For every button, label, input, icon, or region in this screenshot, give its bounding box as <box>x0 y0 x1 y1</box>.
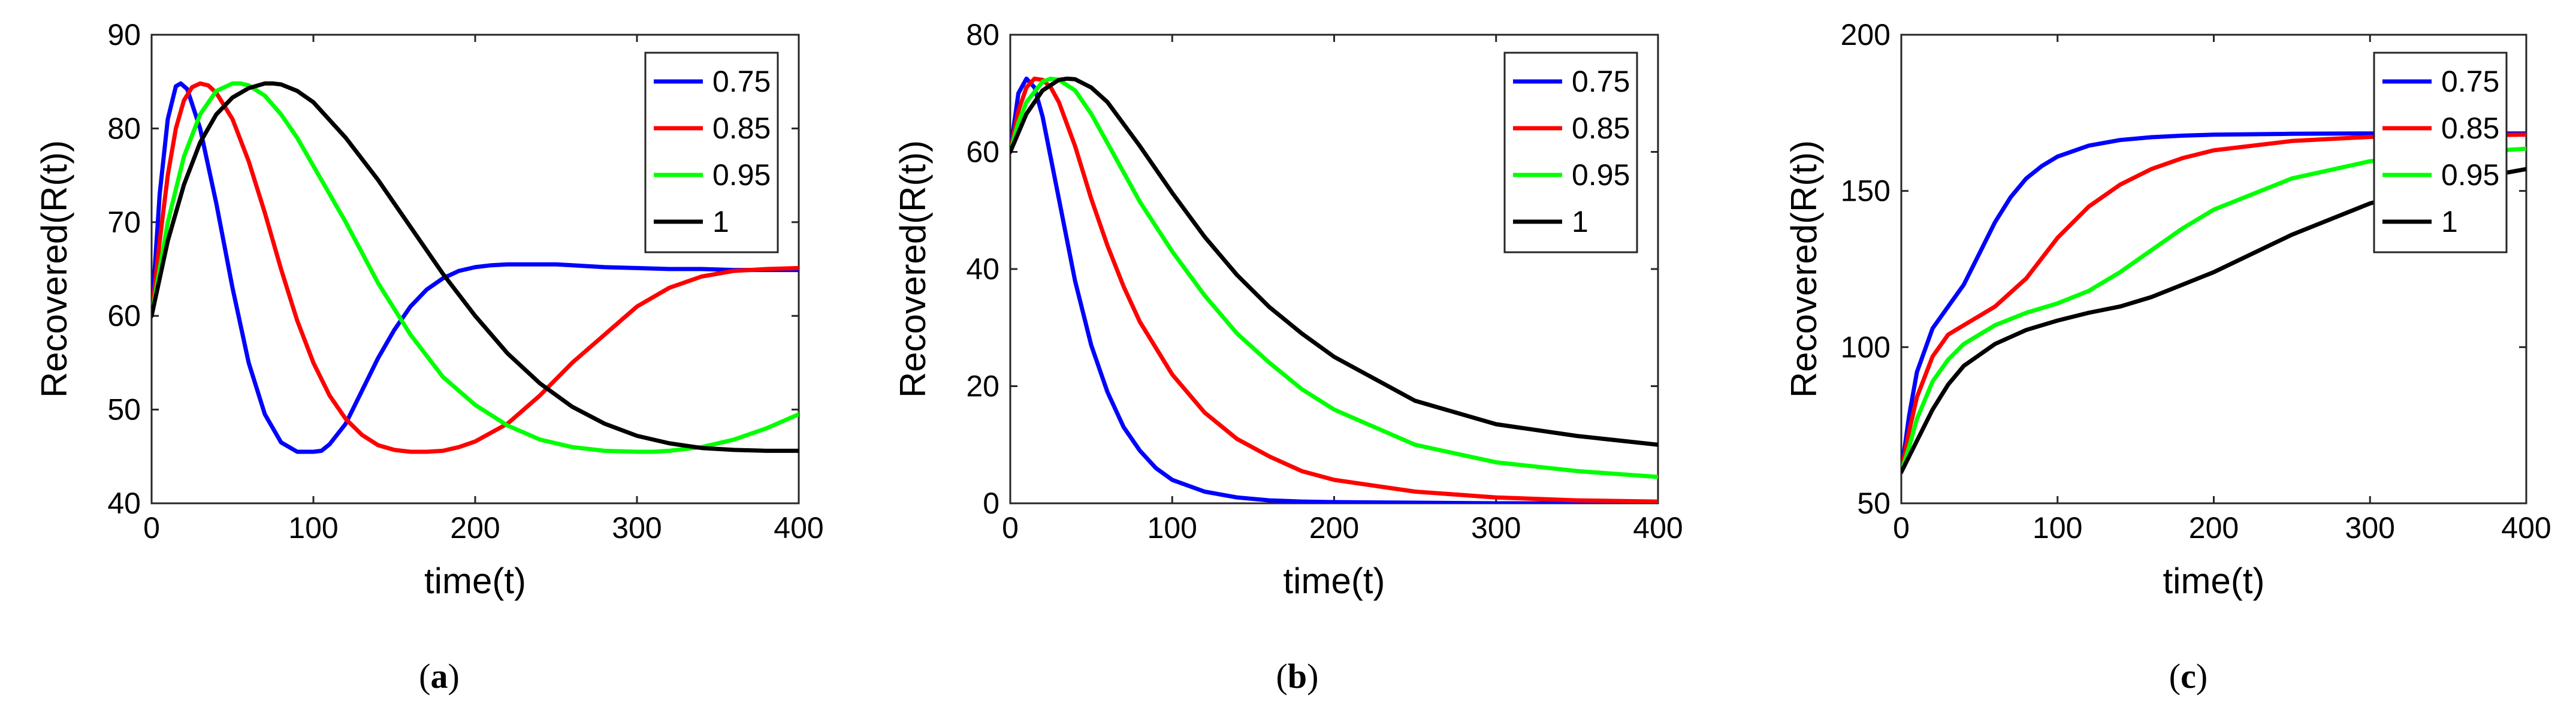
legend-box <box>2373 52 2508 253</box>
caption-paren-open: ( <box>2169 657 2181 696</box>
x-tick-label: 100 <box>2033 511 2082 545</box>
y-tick-label: 40 <box>966 252 999 286</box>
x-tick-label: 200 <box>2189 511 2239 545</box>
y-axis-label: Recovered(R(t)) <box>1784 140 1824 398</box>
legend-label: 0.75 <box>712 65 771 98</box>
series-line-0.85 <box>152 81 799 454</box>
x-tick-label: 200 <box>1309 511 1359 545</box>
caption-letter: c <box>2181 657 2196 696</box>
x-tick-label: 200 <box>450 511 500 545</box>
caption-paren-close: ) <box>448 657 460 696</box>
panel-a: 0 100 200 300 400 40 50 60 70 80 90 time(t) Recovere… <box>34 18 824 696</box>
y-axis-label: Recovered(R(t)) <box>893 140 933 398</box>
legend-label: 0.95 <box>712 158 771 192</box>
series-line-0.75 <box>1901 131 2526 475</box>
x-tick-label: 400 <box>2501 511 2551 545</box>
x-axis-label: time(t) <box>1284 561 1385 601</box>
caption-paren-close: ) <box>2196 657 2207 696</box>
y-tick-label: 150 <box>1841 174 1891 208</box>
series-line-0.95 <box>1901 146 2526 475</box>
y-tick-label: 0 <box>983 487 999 520</box>
x-tick-label: 100 <box>288 511 338 545</box>
caption-letter: b <box>1288 657 1307 696</box>
series-line-1 <box>152 81 799 453</box>
panel-c: 0 100 200 300 400 50 100 150 200 time(t) Recovered… <box>1784 18 2551 696</box>
x-tick-label: 300 <box>612 511 662 545</box>
legend-label: 0.75 <box>1572 65 1630 98</box>
y-tick-label: 20 <box>966 370 999 403</box>
legend-label: 0.95 <box>1572 158 1630 192</box>
legend-label: 1 <box>712 205 729 238</box>
caption-paren-open: ( <box>419 657 430 696</box>
legend-label: 0.85 <box>2441 111 2499 145</box>
y-tick-label: 100 <box>1841 330 1891 364</box>
legend-label: 1 <box>2441 205 2458 238</box>
series-line-0.85 <box>1901 132 2526 475</box>
caption-paren-open: ( <box>1276 657 1288 696</box>
y-tick-label: 80 <box>966 18 999 52</box>
panel-b: 0 100 200 300 400 0 20 40 60 80 time(t) Recovered(R… <box>893 18 1683 696</box>
series-line-0.75 <box>1010 76 1658 503</box>
y-tick-label: 50 <box>107 393 141 427</box>
panel-caption: (c) <box>2169 657 2207 696</box>
y-tick-label: 60 <box>107 299 141 333</box>
series-line-0.95 <box>152 81 799 454</box>
y-tick-label: 70 <box>107 206 141 239</box>
series-line-1 <box>1010 76 1658 447</box>
x-tick-label: 0 <box>143 511 160 545</box>
x-tick-label: 0 <box>1002 511 1019 545</box>
x-tick-label: 400 <box>1633 511 1683 545</box>
legend-box <box>644 52 779 253</box>
legend-box <box>1503 52 1638 253</box>
x-tick-label: 400 <box>774 511 823 545</box>
legend-label: 0.85 <box>712 111 771 145</box>
legend-label: 1 <box>1572 205 1589 238</box>
y-tick-label: 50 <box>1857 487 1891 520</box>
y-tick-label: 40 <box>107 487 141 520</box>
legend-label: 0.85 <box>1572 111 1630 145</box>
panel-caption: (a) <box>419 657 460 696</box>
x-tick-label: 300 <box>1471 511 1521 545</box>
series-line-1 <box>1901 167 2526 475</box>
x-tick-label: 0 <box>1893 511 1910 545</box>
y-tick-label: 80 <box>107 111 141 145</box>
legend-label: 0.75 <box>2441 65 2499 98</box>
x-tick-label: 100 <box>1147 511 1197 545</box>
panel-caption: (b) <box>1276 657 1319 696</box>
y-tick-label: 200 <box>1841 18 1891 52</box>
series-line-0.85 <box>1010 76 1658 503</box>
x-axis-label: time(t) <box>424 561 526 601</box>
series-line-0.95 <box>1010 76 1658 479</box>
x-tick-label: 300 <box>2345 511 2395 545</box>
y-tick-label: 60 <box>966 135 999 169</box>
y-axis-label: Recovered(R(t)) <box>34 140 74 398</box>
legend-label: 0.95 <box>2441 158 2499 192</box>
y-tick-label: 90 <box>107 18 141 52</box>
caption-letter: a <box>431 657 448 696</box>
x-axis-label: time(t) <box>2163 561 2265 601</box>
caption-paren-close: ) <box>1307 657 1318 696</box>
